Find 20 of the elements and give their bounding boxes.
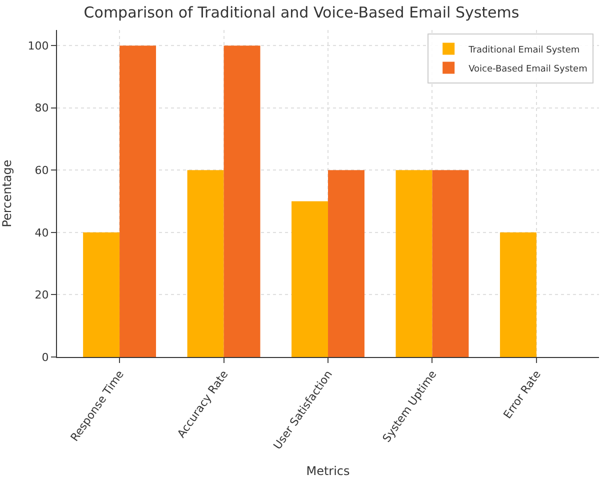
bar <box>500 232 536 357</box>
y-tick-label: 0 <box>42 350 49 364</box>
bar <box>187 170 224 357</box>
y-tick-label: 60 <box>34 164 49 177</box>
bar <box>224 46 260 357</box>
bar <box>83 232 120 357</box>
bar <box>328 170 364 357</box>
bar <box>120 46 156 357</box>
legend-label: Voice-Based Email System <box>468 64 588 74</box>
legend-label: Traditional Email System <box>468 45 580 56</box>
y-axis-title: Percentage <box>0 160 14 228</box>
x-axis-title: Metrics <box>306 464 350 478</box>
bar <box>292 201 328 357</box>
chart-title: Comparison of Traditional and Voice-Based Email Systems <box>84 4 520 22</box>
bar <box>396 170 432 357</box>
y-tick-label: 20 <box>34 288 49 302</box>
y-tick-label: 100 <box>28 39 49 52</box>
bar <box>432 170 469 357</box>
y-tick-label: 40 <box>34 226 49 240</box>
y-tick-label: 80 <box>34 102 49 115</box>
